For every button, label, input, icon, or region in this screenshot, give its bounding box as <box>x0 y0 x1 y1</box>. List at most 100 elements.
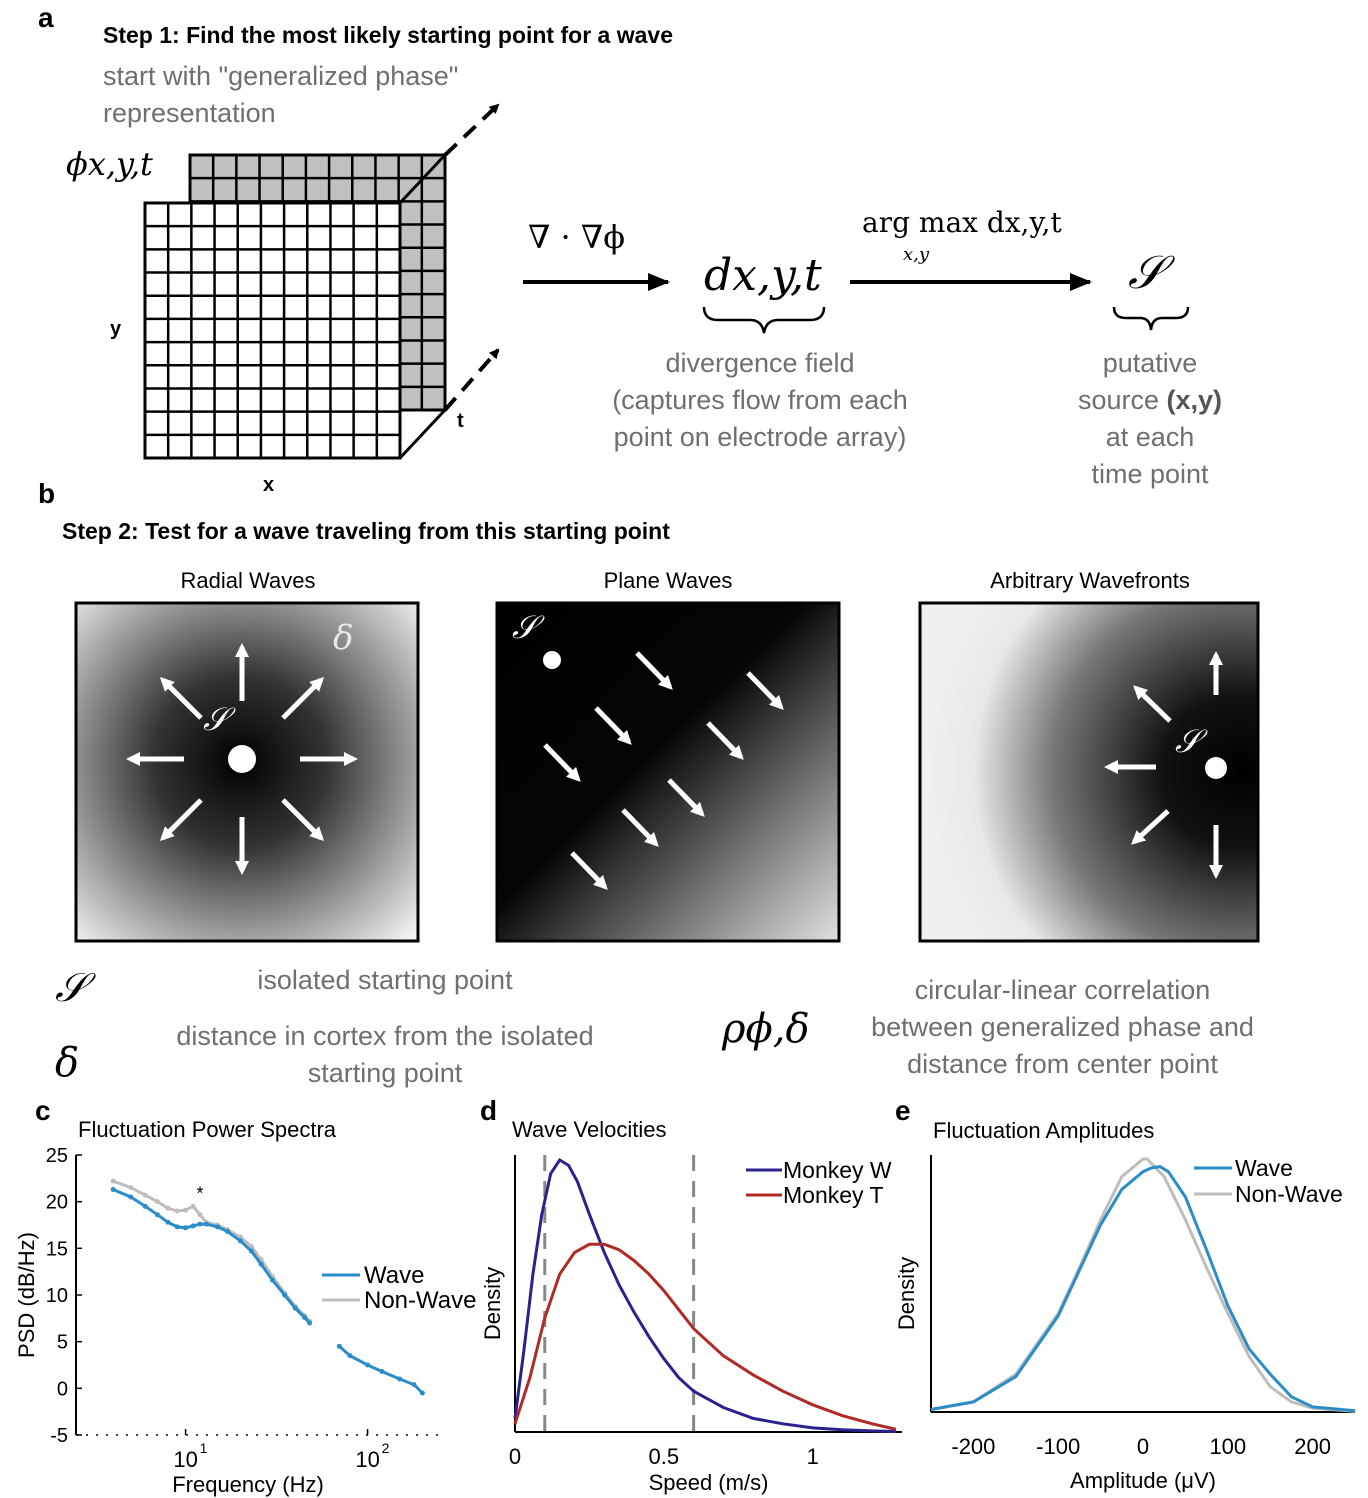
data-point <box>258 1261 264 1267</box>
arbitrary-source-symbol: 𝒮 <box>1175 722 1200 760</box>
x-tick-label: 200 <box>1294 1434 1331 1459</box>
legend-delta-line: distance in cortex from the isolated <box>176 1021 594 1051</box>
wave-arrow <box>159 798 203 842</box>
source-symbol: 𝒮 <box>1128 245 1164 299</box>
y-tick-label: 10 <box>46 1285 68 1307</box>
x-axis-label: Amplitude (μV) <box>1070 1468 1216 1493</box>
data-point <box>365 1362 371 1368</box>
legend-label: Non-Wave <box>364 1287 476 1314</box>
legend-delta-symbol: δ <box>55 1040 80 1086</box>
data-point <box>174 1208 180 1214</box>
y-tick-label: -5 <box>50 1425 68 1447</box>
x-tick-label: -200 <box>951 1434 995 1459</box>
significance-annotation: * <box>196 1183 203 1203</box>
source-brace <box>1112 306 1190 331</box>
panel-b-label: b <box>38 478 56 509</box>
legend-label: Wave <box>1235 1155 1293 1181</box>
source-description-line: source (x,y) <box>1077 385 1223 415</box>
plane-source-symbol: 𝒮 <box>512 608 537 646</box>
data-point <box>165 1205 171 1211</box>
radial-delta-symbol: δ <box>333 618 354 658</box>
x-tick-exponent: 2 <box>382 1440 390 1456</box>
cube-front-face <box>143 201 402 460</box>
source-description-line: at each <box>1105 422 1195 452</box>
y-axis-label: Density <box>894 1257 919 1330</box>
source-description: putative source (x,y) at each time point <box>1040 345 1260 493</box>
legend-delta-text: distance in cortex from the isolated sta… <box>125 1018 645 1092</box>
data-point <box>282 1292 288 1298</box>
step2-title: Step 2: Test for a wave traveling from t… <box>62 518 670 544</box>
data-point <box>336 1343 342 1349</box>
wave-arrow <box>667 778 705 817</box>
chart-title: Fluctuation Amplitudes <box>933 1118 1154 1143</box>
divergence-description: divergence field (captures flow from eac… <box>560 345 960 456</box>
wave-arrow <box>570 851 608 890</box>
x-tick-label: 100 <box>1209 1434 1246 1459</box>
data-point <box>128 1194 134 1200</box>
legend-label: Wave <box>364 1262 424 1289</box>
wave-arrow <box>281 798 325 842</box>
data-point <box>190 1203 196 1209</box>
plane-waves-panel <box>495 601 841 943</box>
x-tick-label: 0 <box>509 1444 521 1469</box>
data-point <box>292 1305 298 1311</box>
data-point <box>225 1229 231 1235</box>
data-point <box>237 1238 243 1244</box>
wave-arrow <box>159 676 203 720</box>
x-tick-label: 10 <box>355 1447 379 1472</box>
y-axis-label: PSD (dB/Hz) <box>14 1232 39 1358</box>
wave-arrow <box>543 743 581 782</box>
arbitrary-wavefronts-title: Arbitrary Wavefronts <box>990 568 1190 593</box>
divergence-operator: ∇ · ∇ϕ <box>528 218 626 256</box>
legend-rho-line: distance from center point <box>907 1049 1218 1079</box>
series-line-non-wave <box>112 1179 311 1323</box>
data-point <box>154 1212 160 1218</box>
x-tick-exponent: 1 <box>200 1440 208 1456</box>
time-axis-arrow-bottom <box>443 348 500 412</box>
data-point <box>379 1369 385 1375</box>
series-line-monkey-w <box>513 1157 897 1433</box>
wave-arrow <box>621 808 659 847</box>
series-line-monkey-t <box>513 1242 897 1431</box>
source-point <box>1205 757 1227 779</box>
legend-rho-symbol: ρϕ,δ <box>722 1006 810 1052</box>
data-point <box>190 1223 196 1229</box>
series-line-wave <box>930 1165 1356 1413</box>
legend-label: Non-Wave <box>1235 1181 1343 1207</box>
y-axis-label: Density <box>480 1267 505 1340</box>
step1-subtitle-line2: representation <box>103 98 276 128</box>
plane-waves-title: Plane Waves <box>603 568 733 593</box>
divergence-description-line: point on electrode array) <box>613 422 907 452</box>
x-tick-label: 0 <box>1137 1434 1149 1459</box>
data-point <box>174 1224 180 1230</box>
legend-s-text: isolated starting point <box>257 965 513 995</box>
wave-arrow <box>746 671 784 710</box>
y-tick-label: 25 <box>46 1145 68 1167</box>
radial-source-symbol: 𝒮 <box>203 700 228 738</box>
data-point <box>142 1192 148 1198</box>
series-line-wave <box>112 1188 311 1325</box>
divergence-description-line: (captures flow from each <box>612 385 908 415</box>
step1-title: Step 1: Find the most likely starting po… <box>103 22 673 48</box>
x-tick-label: -100 <box>1036 1434 1080 1459</box>
t-axis-label: t <box>457 410 464 432</box>
data-point <box>307 1320 313 1326</box>
y-tick-label: 20 <box>46 1192 68 1214</box>
arbitrary-wavefronts-panel <box>918 601 1260 943</box>
data-point <box>197 1212 203 1218</box>
source-description-line: time point <box>1091 459 1209 489</box>
source-point <box>543 651 561 669</box>
wave-arrow <box>594 706 632 745</box>
data-point <box>419 1390 425 1396</box>
wave-arrow <box>635 651 673 690</box>
data-point <box>203 1221 209 1227</box>
legend-rho-line: between generalized phase and <box>871 1012 1254 1042</box>
wave-arrow <box>706 721 744 760</box>
divergence-symbol: dx,y,t <box>704 250 822 301</box>
radial-waves-panel <box>74 601 420 943</box>
y-axis-label: y <box>110 318 122 340</box>
legend-rho-line: circular-linear correlation <box>914 975 1211 1005</box>
data-point <box>301 1314 307 1320</box>
wave-arrow <box>1131 809 1170 845</box>
